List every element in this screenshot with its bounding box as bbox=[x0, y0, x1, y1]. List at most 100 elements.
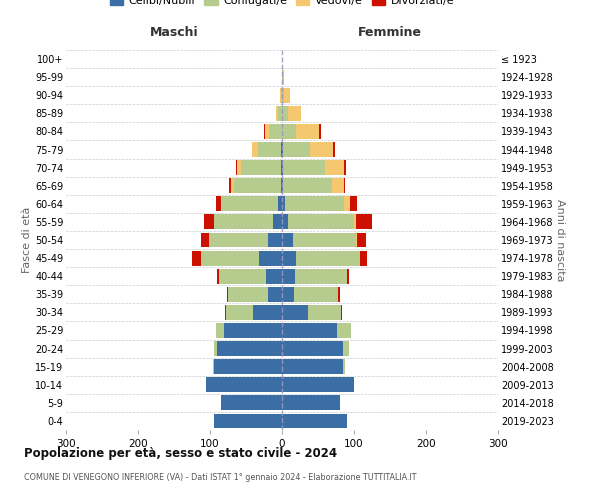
Bar bbox=[281, 142, 282, 157]
Bar bbox=[217, 196, 221, 211]
Bar bbox=[209, 232, 268, 248]
Bar bbox=[214, 341, 217, 356]
Text: COMUNE DI VENEGONO INFERIORE (VA) - Dati ISTAT 1° gennaio 2024 - Elaborazione TU: COMUNE DI VENEGONO INFERIORE (VA) - Dati… bbox=[24, 472, 416, 482]
Bar bbox=[282, 269, 295, 283]
Bar bbox=[282, 414, 347, 428]
Bar bbox=[341, 305, 342, 320]
Bar bbox=[238, 160, 241, 175]
Bar bbox=[282, 106, 288, 121]
Bar bbox=[253, 305, 282, 320]
Bar bbox=[269, 124, 282, 139]
Bar bbox=[343, 359, 344, 374]
Bar bbox=[333, 142, 335, 157]
Bar bbox=[221, 196, 222, 211]
Bar bbox=[282, 178, 283, 193]
Bar bbox=[274, 214, 282, 230]
Bar bbox=[283, 70, 284, 84]
Bar bbox=[344, 196, 350, 211]
Bar bbox=[214, 414, 282, 428]
Bar bbox=[357, 232, 365, 248]
Bar bbox=[280, 88, 281, 102]
Bar bbox=[354, 214, 356, 230]
Y-axis label: Fasce di età: Fasce di età bbox=[22, 207, 32, 273]
Bar bbox=[308, 305, 341, 320]
Bar bbox=[283, 142, 310, 157]
Bar bbox=[234, 178, 281, 193]
Bar bbox=[282, 88, 284, 102]
Bar bbox=[282, 124, 296, 139]
Bar bbox=[276, 106, 278, 121]
Bar bbox=[296, 250, 360, 266]
Bar bbox=[226, 305, 253, 320]
Bar bbox=[222, 196, 278, 211]
Bar bbox=[356, 214, 372, 230]
Bar bbox=[202, 250, 259, 266]
Bar bbox=[282, 305, 308, 320]
Bar bbox=[214, 214, 274, 230]
Bar bbox=[241, 160, 281, 175]
Bar bbox=[282, 323, 337, 338]
Bar bbox=[350, 196, 357, 211]
Bar bbox=[268, 232, 282, 248]
Bar bbox=[278, 106, 282, 121]
Bar bbox=[224, 323, 282, 338]
Bar bbox=[281, 160, 282, 175]
Bar bbox=[281, 178, 282, 193]
Bar bbox=[225, 305, 226, 320]
Bar bbox=[356, 232, 357, 248]
Bar bbox=[282, 196, 285, 211]
Text: Popolazione per età, sesso e stato civile - 2024: Popolazione per età, sesso e stato civil… bbox=[24, 448, 337, 460]
Bar bbox=[282, 359, 343, 374]
Bar bbox=[220, 269, 266, 283]
Bar bbox=[282, 341, 343, 356]
Bar bbox=[282, 142, 283, 157]
Bar bbox=[281, 88, 282, 102]
Bar bbox=[213, 359, 214, 374]
Bar bbox=[344, 178, 346, 193]
Bar bbox=[282, 378, 354, 392]
Bar bbox=[216, 323, 224, 338]
Bar bbox=[258, 142, 281, 157]
Bar bbox=[253, 142, 258, 157]
Bar bbox=[202, 232, 209, 248]
Bar bbox=[284, 88, 290, 102]
Bar bbox=[338, 287, 340, 302]
Bar bbox=[295, 269, 347, 283]
Bar bbox=[296, 124, 319, 139]
Text: Maschi: Maschi bbox=[149, 26, 199, 39]
Bar bbox=[282, 250, 296, 266]
Bar bbox=[282, 70, 283, 84]
Bar bbox=[347, 269, 349, 283]
Bar bbox=[282, 396, 340, 410]
Bar bbox=[344, 160, 346, 175]
Bar bbox=[360, 250, 367, 266]
Text: Femmine: Femmine bbox=[358, 26, 422, 39]
Bar bbox=[221, 396, 282, 410]
Bar bbox=[319, 124, 321, 139]
Bar bbox=[236, 160, 238, 175]
Bar bbox=[283, 160, 325, 175]
Bar bbox=[288, 106, 301, 121]
Bar bbox=[282, 160, 283, 175]
Bar bbox=[228, 287, 268, 302]
Bar bbox=[283, 178, 332, 193]
Bar bbox=[282, 232, 293, 248]
Bar bbox=[337, 323, 351, 338]
Bar bbox=[293, 232, 356, 248]
Bar bbox=[206, 378, 282, 392]
Bar bbox=[332, 178, 344, 193]
Bar bbox=[343, 341, 349, 356]
Bar bbox=[310, 142, 333, 157]
Bar bbox=[227, 287, 228, 302]
Bar bbox=[217, 269, 220, 283]
Bar bbox=[268, 287, 282, 302]
Bar bbox=[282, 214, 288, 230]
Bar bbox=[282, 287, 293, 302]
Bar bbox=[264, 124, 265, 139]
Bar bbox=[203, 214, 214, 230]
Bar bbox=[192, 250, 202, 266]
Bar bbox=[229, 178, 231, 193]
Bar bbox=[285, 196, 344, 211]
Bar bbox=[293, 287, 338, 302]
Bar bbox=[266, 269, 282, 283]
